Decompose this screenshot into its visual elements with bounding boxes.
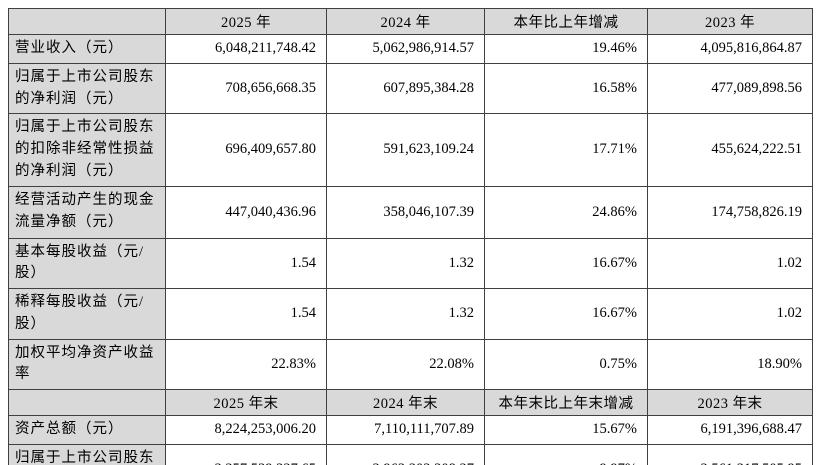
value-cell: 15.67%	[484, 415, 648, 445]
value-cell: 174,758,826.19	[647, 185, 813, 239]
row-label: 资产总额（元）	[8, 415, 166, 445]
table-row-net-profit-excl-nonrecurring: 归属于上市公司股东的扣除非经常性损益的净利润（元） 696,409,657.80…	[8, 113, 813, 187]
row-label: 归属于上市公司股东的净利润（元）	[8, 62, 166, 115]
value-cell: 22.08%	[326, 338, 485, 390]
table-row-diluted-eps: 稀释每股收益（元/股） 1.54 1.32 16.67% 1.02	[8, 288, 813, 340]
header-2023-end: 2023 年末	[647, 389, 813, 416]
row-label: 归属于上市公司股东的扣除非经常性损益的净利润（元）	[8, 113, 166, 187]
value-cell: 591,623,109.24	[326, 113, 485, 187]
value-cell: 16.67%	[484, 237, 648, 289]
table-row-net-profit: 归属于上市公司股东的净利润（元） 708,656,668.35 607,895,…	[8, 62, 813, 115]
row-label: 稀释每股收益（元/股）	[8, 288, 166, 340]
value-cell: 24.86%	[484, 185, 648, 239]
value-cell: 17.71%	[484, 113, 648, 187]
financial-summary-table: 2025 年 2024 年 本年比上年增减 2023 年 营业收入（元） 6,0…	[8, 8, 813, 465]
value-cell: 358,046,107.39	[326, 185, 485, 239]
row-label: 经营活动产生的现金流量净额（元）	[8, 185, 166, 239]
value-cell: 3,257,539,227.65	[165, 443, 327, 465]
header-2024: 2024 年	[326, 8, 485, 35]
value-cell: 1.32	[326, 288, 485, 340]
value-cell: 1.02	[647, 237, 813, 289]
table-row-operating-cash-flow: 经营活动产生的现金流量净额（元） 447,040,436.96 358,046,…	[8, 185, 813, 239]
value-cell: 6,048,211,748.42	[165, 34, 327, 64]
value-cell: 18.90%	[647, 338, 813, 390]
value-cell: 696,409,657.80	[165, 113, 327, 187]
value-cell: 7,110,111,707.89	[326, 415, 485, 445]
value-cell: 16.67%	[484, 288, 648, 340]
value-cell: 8,224,253,006.20	[165, 415, 327, 445]
value-cell: 6,191,396,688.47	[647, 415, 813, 445]
value-cell: 9.97%	[484, 443, 648, 465]
header-2024-end: 2024 年末	[326, 389, 485, 416]
value-cell: 4,095,816,864.87	[647, 34, 813, 64]
table-row-net-assets: 归属于上市公司股东的净资产（元） 3,257,539,227.65 2,962,…	[8, 443, 813, 465]
row-label: 归属于上市公司股东的净资产（元）	[8, 443, 166, 465]
value-cell: 455,624,222.51	[647, 113, 813, 187]
value-cell: 16.58%	[484, 62, 648, 115]
value-cell: 447,040,436.96	[165, 185, 327, 239]
value-cell: 5,062,986,914.57	[326, 34, 485, 64]
value-cell: 2,962,302,208.27	[326, 443, 485, 465]
period-end-header-row: 2025 年末 2024 年末 本年末比上年末增减 2023 年末	[8, 389, 813, 416]
header-2025-end: 2025 年末	[165, 389, 327, 416]
table-row-basic-eps: 基本每股收益（元/股） 1.54 1.32 16.67% 1.02	[8, 237, 813, 289]
header-yoy-change: 本年比上年增减	[484, 8, 648, 35]
table-row-revenue: 营业收入（元） 6,048,211,748.42 5,062,986,914.5…	[8, 34, 813, 64]
table-row-weighted-avg-roe: 加权平均净资产收益率 22.83% 22.08% 0.75% 18.90%	[8, 338, 813, 390]
header-blank-cell	[8, 8, 166, 35]
value-cell: 607,895,384.28	[326, 62, 485, 115]
row-label: 基本每股收益（元/股）	[8, 237, 166, 289]
header-end-yoy-change: 本年末比上年末增减	[484, 389, 648, 416]
row-label: 加权平均净资产收益率	[8, 338, 166, 390]
value-cell: 1.32	[326, 237, 485, 289]
row-label: 营业收入（元）	[8, 34, 166, 64]
value-cell: 477,089,898.56	[647, 62, 813, 115]
value-cell: 1.54	[165, 237, 327, 289]
value-cell: 708,656,668.35	[165, 62, 327, 115]
value-cell: 22.83%	[165, 338, 327, 390]
table-row-total-assets: 资产总额（元） 8,224,253,006.20 7,110,111,707.8…	[8, 415, 813, 445]
value-cell: 1.54	[165, 288, 327, 340]
annual-header-row: 2025 年 2024 年 本年比上年增减 2023 年	[8, 8, 813, 35]
value-cell: 1.02	[647, 288, 813, 340]
header-blank-cell	[8, 389, 166, 416]
value-cell: 2,561,217,505.95	[647, 443, 813, 465]
value-cell: 19.46%	[484, 34, 648, 64]
value-cell: 0.75%	[484, 338, 648, 390]
header-2023: 2023 年	[647, 8, 813, 35]
header-2025: 2025 年	[165, 8, 327, 35]
